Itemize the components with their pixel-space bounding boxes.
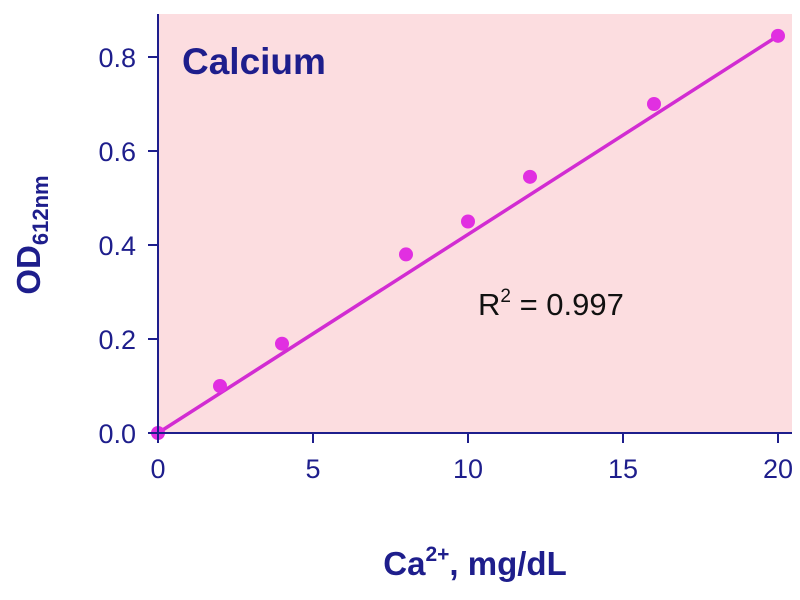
x-tick-label: 20	[763, 454, 793, 484]
x-tick-label: 5	[305, 454, 320, 484]
data-point	[523, 169, 537, 184]
x-axis-title-tail: , mg/dL	[449, 545, 566, 582]
y-tick-label: 0.8	[98, 43, 136, 73]
annotation-main: R	[478, 287, 500, 322]
fit-line	[156, 34, 780, 435]
data-point	[771, 28, 785, 43]
ticks-group: 0.0 0.2 0.4 0.6 0.8 0 5 10 15 20	[98, 43, 793, 484]
annotation-tail: = 0.997	[511, 287, 624, 322]
fit-line-group	[156, 34, 780, 435]
y-axis-title-main: OD	[10, 245, 47, 295]
r-squared-annotation: R2 = 0.997	[478, 286, 624, 322]
annotation-superscript: 2	[500, 286, 511, 307]
chart-title: Calcium	[182, 41, 326, 82]
x-axis-title-main: Ca	[383, 545, 426, 582]
y-tick-label: 0.6	[98, 137, 136, 167]
plot-background	[158, 14, 792, 433]
data-point	[399, 247, 413, 262]
axes-group	[157, 14, 792, 434]
data-point	[213, 379, 227, 393]
x-axis-title: Ca2+, mg/dL	[383, 543, 566, 582]
data-point	[461, 214, 475, 229]
y-tick-label: 0.0	[98, 419, 136, 449]
y-axis-title: OD612nm	[10, 175, 53, 294]
y-tick-label: 0.2	[98, 325, 136, 355]
x-axis-title-superscript: 2+	[425, 543, 449, 566]
x-tick-label: 0	[150, 454, 165, 484]
data-points-group	[151, 28, 785, 440]
y-axis-title-subscript: 612nm	[28, 175, 53, 245]
data-point	[275, 336, 289, 351]
x-tick-label: 15	[608, 454, 638, 484]
x-tick-label: 10	[453, 454, 483, 484]
data-point	[647, 97, 661, 111]
y-tick-label: 0.4	[98, 231, 136, 261]
